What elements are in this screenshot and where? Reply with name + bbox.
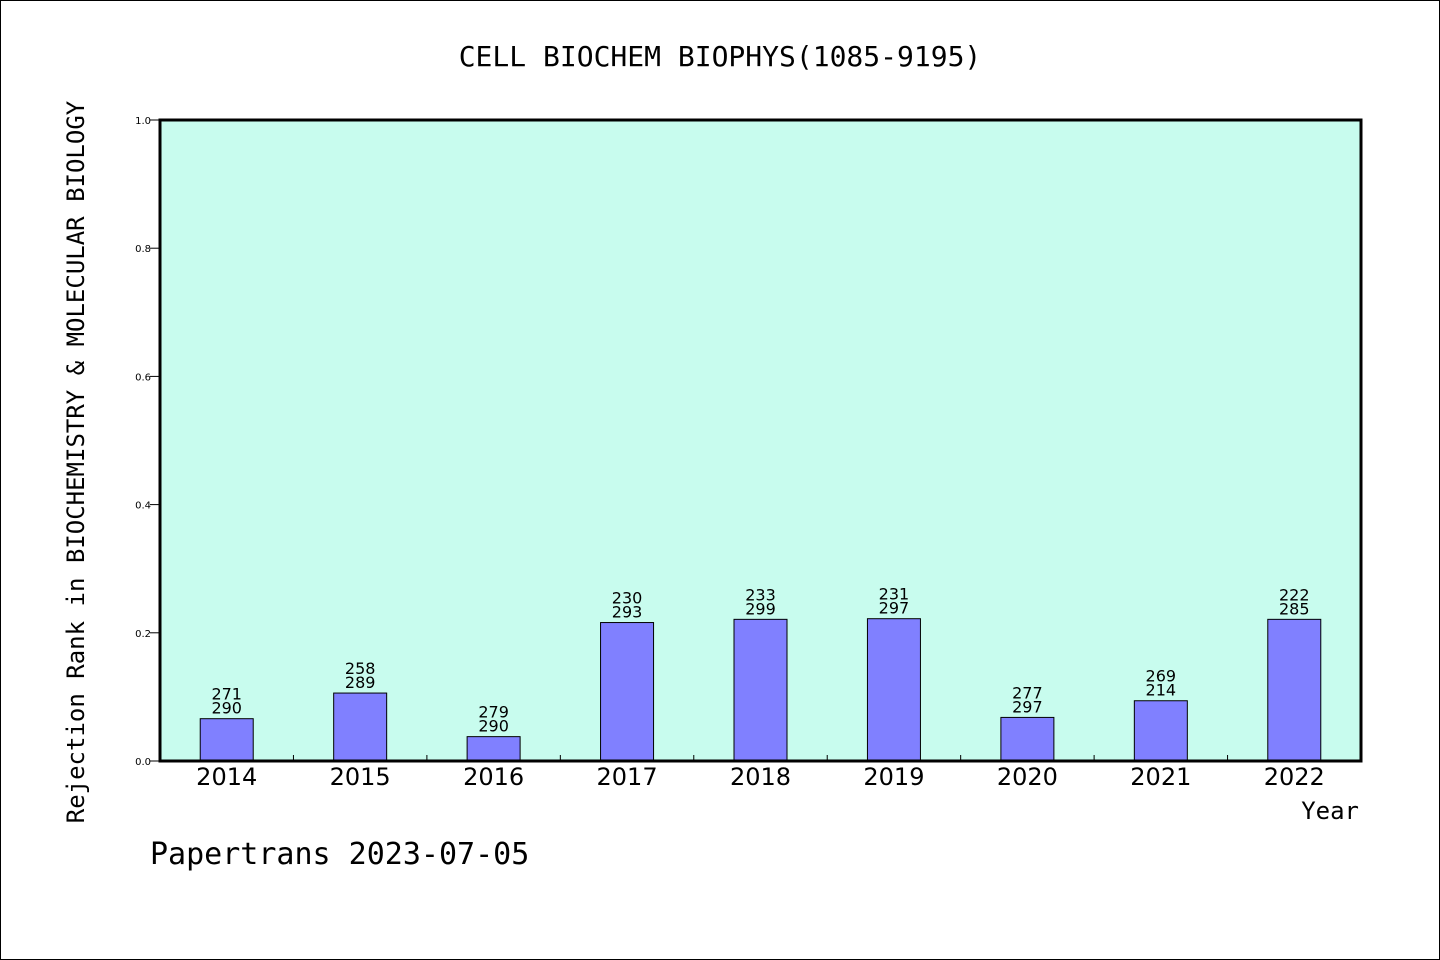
bar-labels: 2712902582892792902302932332992312972772… xyxy=(211,585,1309,736)
bar-2020 xyxy=(1000,716,1055,762)
x-tick-label: 2017 xyxy=(597,763,658,791)
y-axis-label: Rejection Rank in BIOCHEMISTRY & MOLECUL… xyxy=(62,100,90,823)
x-tick-label: 2014 xyxy=(196,763,257,791)
bar-2016 xyxy=(466,736,521,762)
y-axis-ticks: 0.0 0.2 0.4 0.6 0.8 1.0 xyxy=(135,116,160,768)
bar-label-top: 231 xyxy=(879,585,910,604)
y-tick-label: 0.6 xyxy=(135,372,151,383)
bar-2015 xyxy=(333,692,388,762)
x-tick-label: 2021 xyxy=(1130,763,1191,791)
bar-label-bottom: 297 xyxy=(879,599,910,618)
chart-title: CELL BIOCHEM BIOPHYS(1085-9195) xyxy=(459,40,982,73)
bar-label-bottom: 293 xyxy=(612,603,643,622)
y-tick-label: 0.8 xyxy=(135,244,151,255)
bar-label-bottom: 297 xyxy=(1012,697,1043,716)
bar-label-top: 230 xyxy=(612,589,643,608)
footer-credit: Papertrans 2023-07-05 xyxy=(150,837,529,872)
bar-2021 xyxy=(1133,700,1188,762)
bar-2018 xyxy=(733,618,788,762)
bar-label-bottom: 289 xyxy=(345,673,376,692)
bar-label-bottom: 285 xyxy=(1279,599,1310,618)
bar-2014 xyxy=(199,718,254,762)
bar-label-top: 279 xyxy=(478,703,509,722)
x-tick-label: 2022 xyxy=(1264,763,1325,791)
plot-border xyxy=(158,118,1363,763)
x-tick-label: 2019 xyxy=(863,763,924,791)
bar-label-bottom: 299 xyxy=(745,599,776,618)
y-tick-label: 1.0 xyxy=(135,116,151,127)
bar-label-top: 271 xyxy=(211,685,242,704)
y-tick-label: 0.2 xyxy=(135,629,151,640)
bar-label-top: 233 xyxy=(745,585,776,604)
x-axis-label: Year xyxy=(1301,797,1359,825)
bar-label-bottom: 214 xyxy=(1146,681,1177,700)
bar-label-bottom: 290 xyxy=(478,717,509,736)
bar-label-top: 269 xyxy=(1146,667,1177,686)
bar-label-top: 258 xyxy=(345,659,376,678)
x-tick-label: 2020 xyxy=(997,763,1058,791)
bar-2017 xyxy=(600,622,655,762)
y-tick-label: 0.0 xyxy=(135,757,151,768)
y-tick-label: 0.4 xyxy=(135,501,151,512)
bar-label-top: 277 xyxy=(1012,683,1043,702)
x-tick-label: 2016 xyxy=(463,763,524,791)
bar-label-bottom: 290 xyxy=(211,699,242,718)
x-axis-ticks: 2014 2015 2016 2017 2018 2019 2020 2021 2022 xyxy=(196,755,1325,791)
bar-2019 xyxy=(866,618,921,762)
x-tick-label: 2018 xyxy=(730,763,791,791)
bars xyxy=(199,618,1322,762)
x-tick-label: 2015 xyxy=(330,763,391,791)
bar-label-top: 222 xyxy=(1279,585,1310,604)
bar-2022 xyxy=(1267,618,1322,762)
